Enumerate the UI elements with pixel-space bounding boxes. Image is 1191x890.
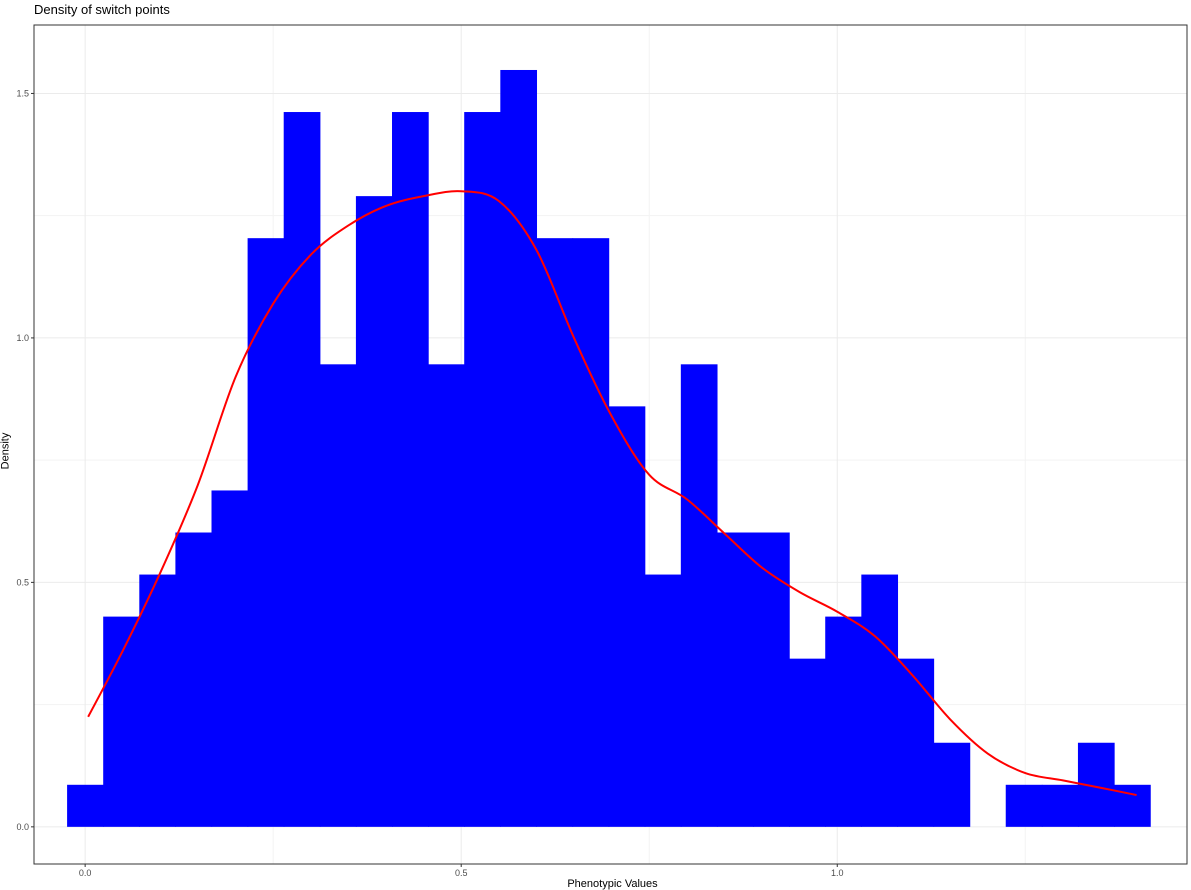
histogram-bar — [67, 784, 104, 827]
histogram-bar — [211, 490, 249, 827]
density-curve-layer — [87, 190, 1137, 797]
histogram-bar — [933, 742, 971, 827]
density-curve-line — [87, 190, 1137, 797]
y-tick-label: 1.0 — [16, 333, 29, 343]
y-tick-label: 1.5 — [16, 88, 29, 98]
y-axis-ticks: 0.0 0.5 1.0 1.5 — [16, 88, 34, 832]
histogram-bar — [861, 574, 899, 827]
histogram-bar — [536, 238, 574, 827]
histogram-bar — [175, 532, 213, 827]
histogram-bar — [355, 196, 393, 827]
y-axis-label: Density — [0, 432, 12, 470]
histogram-bar — [1041, 784, 1079, 827]
histogram-bar — [392, 112, 429, 827]
histogram-bar — [572, 238, 610, 827]
histogram-bar — [319, 364, 357, 827]
chart-title: Density of switch points — [34, 2, 170, 17]
x-tick-label: 0.0 — [79, 868, 92, 878]
histogram-bar — [464, 112, 501, 827]
x-tick-label: 0.5 — [455, 868, 468, 878]
histogram-bar — [103, 616, 140, 827]
histogram-bar — [283, 112, 321, 827]
histogram-bar — [428, 364, 465, 827]
x-tick-label: 1.0 — [831, 868, 844, 878]
histogram-bars — [67, 69, 1151, 827]
x-axis-ticks: 0.0 0.5 1.0 — [79, 864, 844, 878]
histogram-bar — [139, 574, 176, 827]
histogram-bar — [1005, 784, 1043, 827]
y-tick-label: 0.0 — [16, 822, 29, 832]
histogram-bar — [789, 658, 826, 827]
histogram-bar — [825, 616, 862, 827]
histogram-bar — [680, 364, 718, 827]
histogram-bar — [608, 406, 646, 827]
y-tick-label: 0.5 — [16, 577, 29, 587]
histogram-bar — [247, 238, 285, 827]
x-axis-label: Phenotypic Values — [567, 878, 658, 890]
histogram-bar — [644, 574, 682, 827]
histogram-bar — [753, 532, 790, 827]
histogram-bar — [897, 658, 935, 827]
histogram-bar — [500, 69, 538, 827]
panel-border — [33, 24, 1188, 865]
histogram-bar — [716, 532, 754, 827]
